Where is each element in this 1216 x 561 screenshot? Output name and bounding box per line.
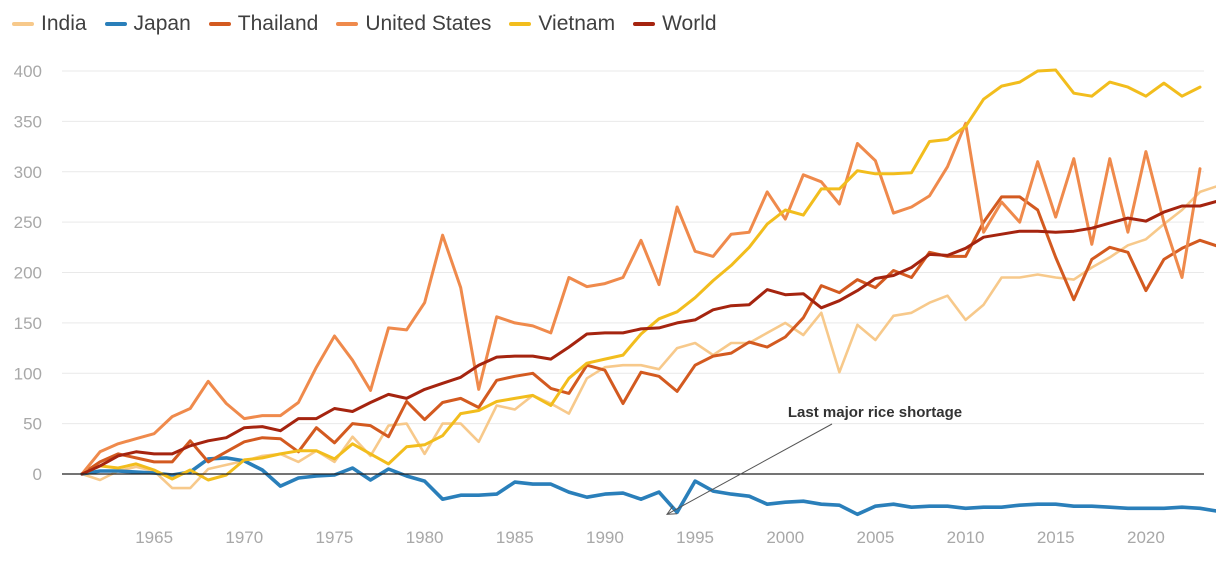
legend-item: United States bbox=[336, 12, 491, 36]
legend-swatch bbox=[336, 22, 359, 26]
legend-swatch bbox=[633, 22, 656, 26]
x-tick-label: 2015 bbox=[1037, 528, 1075, 547]
legend-item: World bbox=[633, 12, 717, 36]
x-tick-label: 1985 bbox=[496, 528, 534, 547]
y-tick-label: 150 bbox=[14, 314, 42, 333]
x-tick-label: 1980 bbox=[406, 528, 444, 547]
legend-item: Thailand bbox=[208, 12, 319, 36]
y-tick-label: 200 bbox=[14, 264, 42, 283]
y-tick-label: 400 bbox=[14, 62, 42, 81]
x-tick-label: 1975 bbox=[316, 528, 354, 547]
series-line-world bbox=[80, 199, 1216, 476]
annotations: Last major rice shortage bbox=[665, 404, 962, 515]
legend-swatch bbox=[104, 22, 127, 26]
legend-label: India bbox=[41, 12, 87, 35]
tick-labels: 0 50 100 150 200 250 300 350 400 1965 1970 1975 1980… bbox=[14, 62, 1165, 547]
legend-item: Vietnam bbox=[509, 12, 615, 36]
x-tick-label: 1965 bbox=[135, 528, 173, 547]
y-tick-label: 350 bbox=[14, 112, 42, 131]
y-tick-label: 250 bbox=[14, 213, 42, 232]
series-lines bbox=[80, 68, 1216, 517]
y-tick-label: 100 bbox=[14, 364, 42, 383]
annotation-text: Last major rice shortage bbox=[788, 404, 962, 421]
series-line-japan bbox=[80, 456, 1216, 517]
legend-label: World bbox=[662, 12, 717, 35]
x-tick-label: 2000 bbox=[766, 528, 804, 547]
y-tick-label: 50 bbox=[23, 415, 42, 434]
y-tick-label: 300 bbox=[14, 163, 42, 182]
legend-item: India bbox=[12, 12, 87, 36]
legend-label: Japan bbox=[133, 12, 191, 35]
annotation-arrowhead bbox=[665, 505, 678, 515]
y-tick-label: 0 bbox=[33, 465, 42, 484]
series-line-vietnam bbox=[80, 68, 1202, 482]
x-tick-label: 1995 bbox=[676, 528, 714, 547]
legend-label: Thailand bbox=[237, 12, 319, 35]
x-tick-label: 2010 bbox=[947, 528, 985, 547]
series-line-united-states bbox=[80, 121, 1202, 476]
x-tick-label: 1990 bbox=[586, 528, 624, 547]
annotation-arrow bbox=[666, 423, 833, 515]
x-tick-label: 2020 bbox=[1127, 528, 1165, 547]
legend-swatch bbox=[208, 22, 231, 26]
legend-swatch bbox=[12, 22, 34, 26]
legend: India Japan Thailand United States Vietnam Wo… bbox=[12, 10, 717, 38]
legend-label: Vietnam bbox=[538, 12, 616, 35]
gridlines bbox=[62, 70, 1204, 425]
x-tick-label: 1970 bbox=[225, 528, 263, 547]
legend-swatch bbox=[509, 22, 532, 26]
x-tick-label: 2005 bbox=[857, 528, 895, 547]
legend-item: Japan bbox=[104, 12, 191, 36]
series-line-thailand bbox=[80, 195, 1216, 476]
legend-label: United States bbox=[365, 12, 492, 35]
